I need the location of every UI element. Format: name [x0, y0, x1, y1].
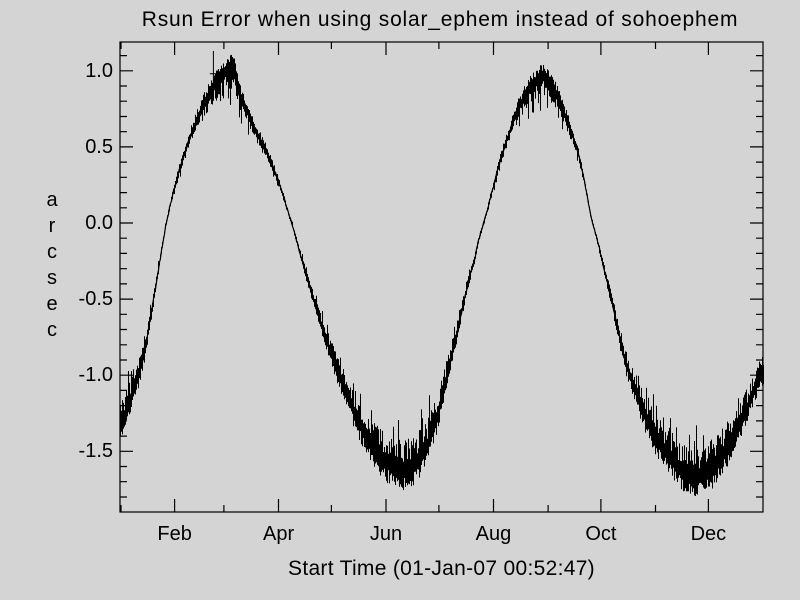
x-tick-label: Oct: [585, 523, 617, 545]
y-tick-label: 0.5: [85, 135, 113, 158]
x-axis-title: Start Time (01-Jan-07 00:52:47): [288, 557, 595, 580]
glitch-spike: [209, 51, 226, 94]
noise-band: [120, 54, 764, 496]
y-axis-label: a r c s e c: [46, 189, 58, 341]
y-tick-label: -1.5: [78, 440, 113, 463]
chart-title: Rsun Error when using solar_ephem instea…: [141, 8, 739, 31]
y-tick-label: 0.0: [85, 212, 113, 234]
error-curve: [120, 64, 764, 480]
y-tick-label: -1.0: [78, 364, 113, 387]
x-tick-label: Aug: [475, 523, 512, 545]
x-tick-label: Dec: [690, 523, 727, 545]
axis-frame: [119, 41, 764, 513]
x-tick-label: Feb: [157, 523, 192, 545]
y-tick-label: -0.5: [78, 288, 113, 311]
y-tick-label: 1.0: [85, 59, 113, 82]
x-tick-label: Jun: [369, 523, 403, 545]
tick-marks: [120, 42, 763, 512]
x-tick-label: Apr: [262, 523, 295, 545]
